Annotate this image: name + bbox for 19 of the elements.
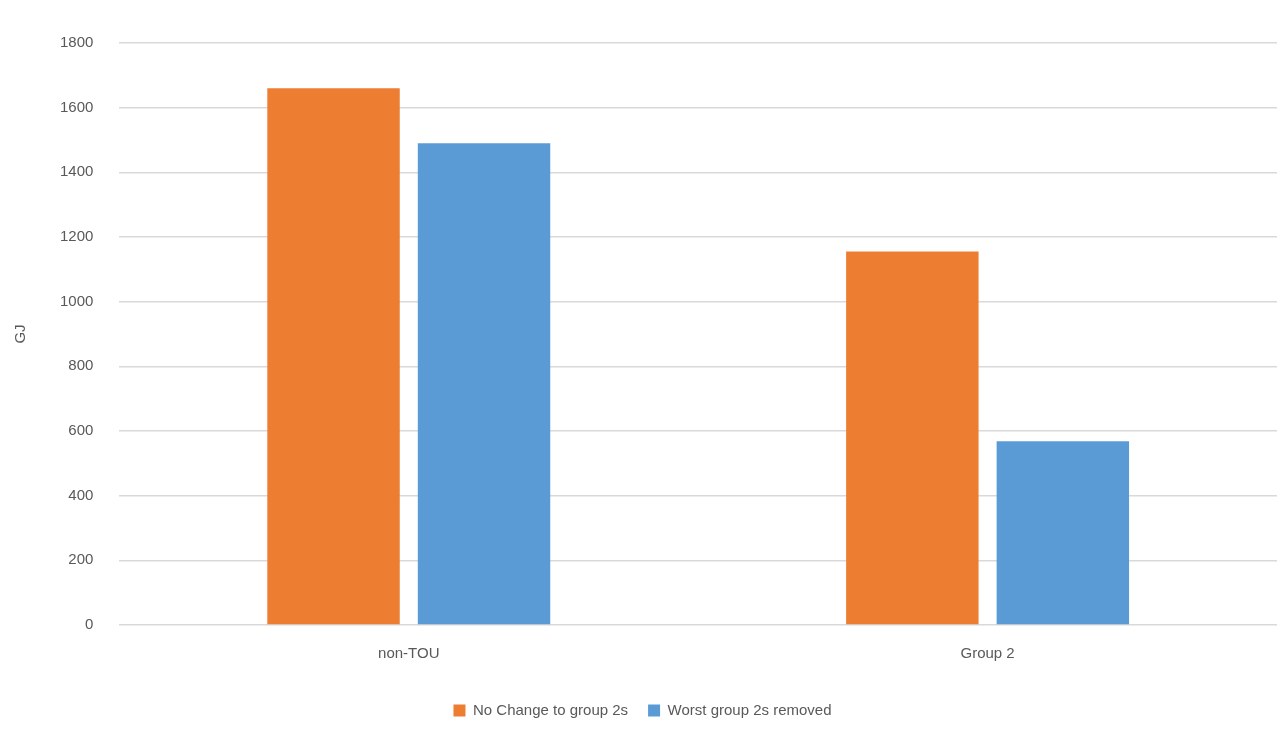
y-tick-label: 1000 [59,291,94,309]
y-tick-label: 800 [68,356,94,374]
y-axis-title: GJ [11,324,29,344]
x-tick-label: Group 2 [960,644,1015,662]
bar [996,441,1130,625]
bar [267,88,400,625]
y-tick-label: 200 [68,550,94,568]
y-tick-label: 0 [85,615,94,633]
y-tick-label: 400 [68,485,94,503]
y-tick-label: 1600 [59,97,94,115]
bar [846,251,979,625]
y-tick-label: 600 [68,421,94,439]
x-tick-label: non-TOU [378,644,440,662]
y-tick-label: 1800 [59,33,94,51]
bar [417,143,551,625]
legend-label: No Change to group 2s [472,700,629,718]
y-tick-label: 1400 [59,162,94,180]
legend-label: Worst group 2s removed [667,700,832,718]
y-tick-label: 1200 [59,227,94,245]
